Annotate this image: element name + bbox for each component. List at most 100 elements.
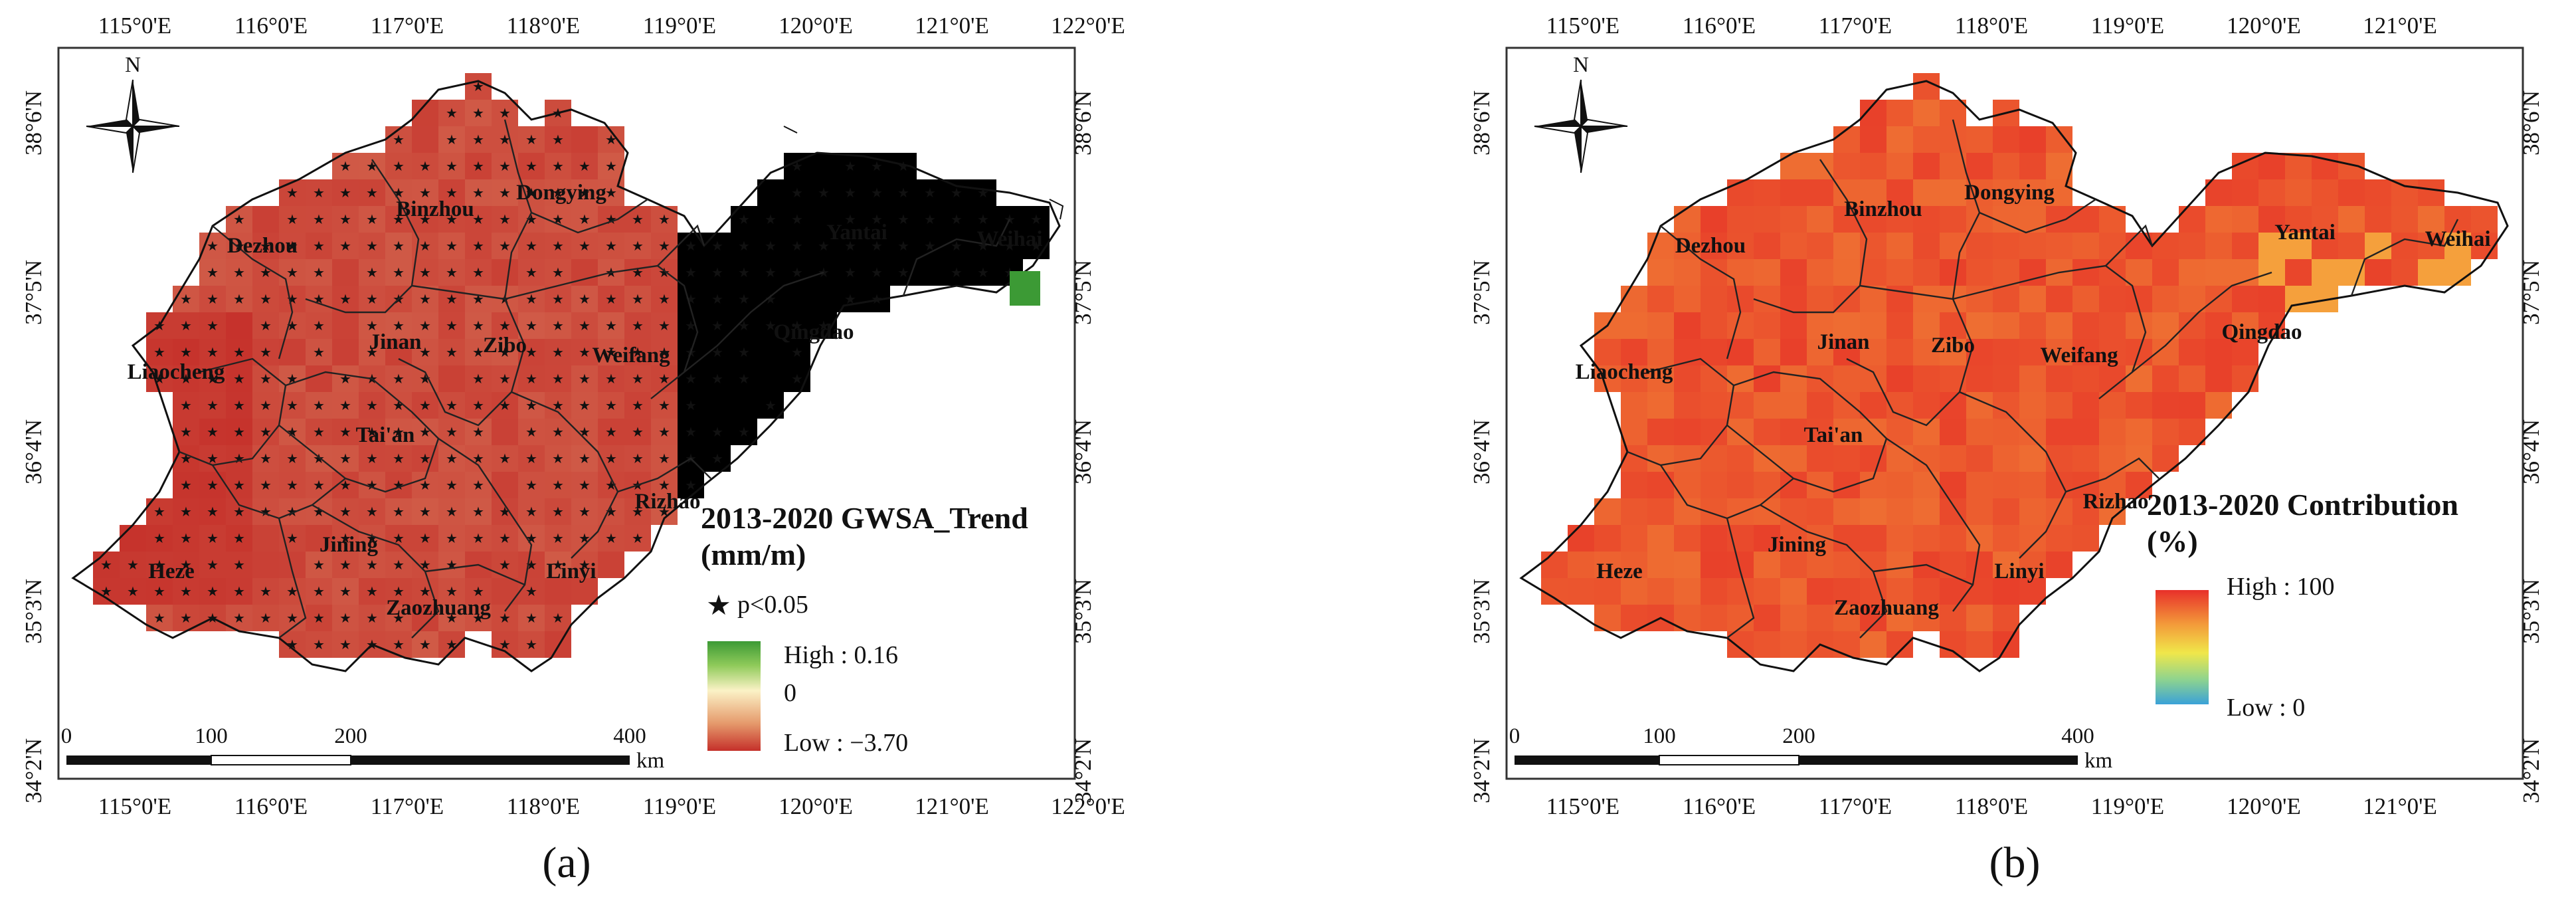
- significance-star: ★: [765, 399, 777, 413]
- city-label: Weifang: [2040, 344, 2118, 367]
- grid-cell: [571, 472, 598, 498]
- significance-star: ★: [472, 133, 484, 148]
- grid-cell: [1727, 445, 1754, 472]
- grid-cell: [1701, 206, 1727, 233]
- grid-cell: [518, 153, 545, 179]
- grid-cell: [465, 206, 492, 233]
- grid-cell: [1860, 605, 1886, 631]
- scale-100: 100: [195, 724, 228, 748]
- grid-cell: [492, 578, 518, 605]
- grid-cell: [943, 233, 970, 259]
- significance-star: ★: [525, 292, 537, 307]
- grid-cell: [385, 419, 412, 445]
- significance-star: ★: [286, 399, 298, 413]
- grid-cell: [2179, 233, 2205, 259]
- grid-cell: [465, 259, 492, 286]
- significance-star: ★: [446, 346, 458, 360]
- significance-star: ★: [499, 239, 511, 254]
- significance-star: ★: [419, 159, 431, 174]
- grid-cell: [385, 605, 412, 631]
- grid-cell: [1754, 286, 1780, 312]
- grid-cell: [226, 419, 252, 445]
- significance-star: ★: [286, 425, 298, 440]
- grid-cell: [1807, 578, 1833, 605]
- grid-cell: [1833, 498, 1860, 525]
- grid-cell: [2285, 259, 2312, 286]
- grid-cell: [226, 365, 252, 392]
- significance-star: ★: [286, 372, 298, 387]
- significance-star: ★: [393, 638, 405, 653]
- significance-star: ★: [366, 292, 378, 307]
- grid-cell: [492, 126, 518, 153]
- significance-star: ★: [393, 266, 405, 280]
- grid-cell: [651, 392, 678, 419]
- grid-cell: [571, 126, 598, 153]
- significance-star: ★: [207, 478, 219, 493]
- grid-cell: [1940, 233, 1966, 259]
- grid-cell: [2019, 286, 2046, 312]
- significance-star: ★: [525, 213, 537, 227]
- grid-cell: [1940, 339, 1966, 365]
- significance-star: ★: [233, 213, 245, 227]
- significance-star: ★: [233, 346, 245, 360]
- significance-star: ★: [791, 186, 803, 201]
- grid-cell: [518, 259, 545, 286]
- grid-cell: [1993, 578, 2019, 605]
- grid-cell: [2338, 206, 2365, 233]
- grid-cell: [1754, 552, 1780, 578]
- significance-star: ★: [552, 266, 564, 280]
- grid-cell: [837, 233, 864, 259]
- significance-star: ★: [951, 266, 963, 280]
- grid-cell: [306, 286, 332, 312]
- grid-cell: [465, 100, 492, 126]
- grid-cell: [1913, 259, 1940, 286]
- grid-cell: [412, 365, 438, 392]
- grid-cell: [306, 605, 332, 631]
- star-icon: ★: [706, 591, 731, 621]
- significance-star: ★: [446, 532, 458, 546]
- grid-cell: [1993, 286, 2019, 312]
- grid-cell: [199, 578, 226, 605]
- grid-cell: [492, 552, 518, 578]
- grid-cell: [1993, 419, 2019, 445]
- significance-star: ★: [233, 611, 245, 626]
- grid-cell: [651, 445, 678, 472]
- grid-cell: [1886, 259, 1913, 286]
- grid-cell: [571, 445, 598, 472]
- grid-cell: [2232, 339, 2258, 365]
- grid-cell: [837, 153, 864, 179]
- grid-cell: [385, 525, 412, 552]
- significance-star: ★: [366, 399, 378, 413]
- grid-cell: [412, 498, 438, 525]
- significance-star: ★: [207, 372, 219, 387]
- grid-cell: [2019, 472, 2046, 498]
- grid-cell: [1833, 578, 1860, 605]
- grid-cell: [1860, 392, 1886, 419]
- grid-cell: [2152, 233, 2179, 259]
- significance-star: ★: [260, 425, 272, 440]
- grid-cell: [1807, 153, 1833, 179]
- grid-cell: [1807, 339, 1833, 365]
- grid-cell: [279, 206, 306, 233]
- grid-cell: [1647, 552, 1674, 578]
- grid-cell: [970, 179, 996, 206]
- significance-star: ★: [818, 239, 830, 254]
- grid-cell: [2046, 339, 2072, 365]
- grid-cell: [2126, 365, 2152, 392]
- grid-cell: [1940, 578, 1966, 605]
- grid-cell: [332, 312, 359, 339]
- significance-star: ★: [605, 213, 617, 227]
- grid-cell: [492, 392, 518, 419]
- grid-cell: [810, 233, 837, 259]
- significance-star: ★: [579, 346, 591, 360]
- grid-cell: [2391, 233, 2418, 259]
- grid-cell: [120, 525, 146, 552]
- grid-cell: [332, 498, 359, 525]
- grid-cell: [306, 312, 332, 339]
- significance-star: ★: [286, 186, 298, 201]
- lon-tick-label: 119°0'E: [643, 793, 716, 819]
- significance-star: ★: [552, 558, 564, 573]
- grid-cell: [1674, 578, 1701, 605]
- grid-cell: [1833, 525, 1860, 552]
- grid-cell: [598, 286, 624, 312]
